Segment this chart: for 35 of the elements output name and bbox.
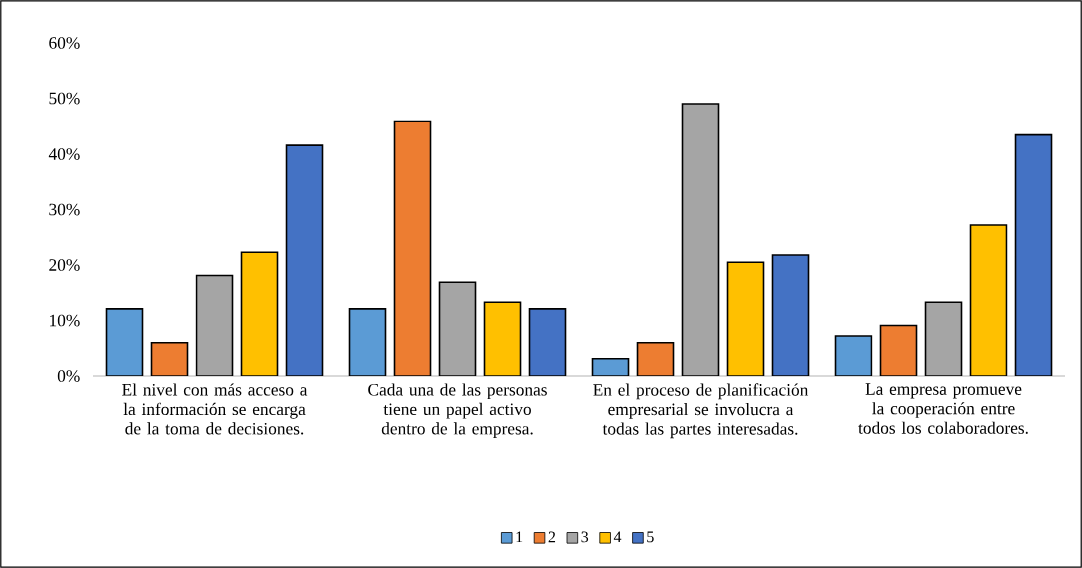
- bar: [195, 274, 234, 376]
- y-tick-label: 40%: [48, 148, 80, 160]
- legend-label: 1: [516, 531, 523, 543]
- bar: [438, 281, 477, 376]
- bar: [771, 254, 810, 376]
- y-tick-label: 0%: [57, 370, 80, 382]
- bar: [726, 261, 765, 376]
- bar: [681, 103, 720, 376]
- bar: [636, 341, 675, 376]
- legend-label: 5: [647, 531, 654, 543]
- y-tick-label: 20%: [49, 259, 80, 271]
- legend-label: 3: [581, 531, 589, 543]
- bar: [483, 301, 522, 376]
- bar: [348, 308, 387, 376]
- bar: [285, 144, 324, 376]
- bar: [834, 335, 873, 376]
- y-tick-label: 10%: [50, 314, 80, 327]
- bar: [393, 120, 432, 376]
- legend-label: 4: [613, 531, 622, 543]
- bar: [879, 324, 918, 376]
- x-tick-label: En el proceso de planificación empresarial se involucra a todas las partes interesadas.: [593, 383, 809, 439]
- x-tick-label: La empresa promueve la cooperación entre todos los colaboradores.: [858, 383, 1028, 434]
- y-tick-label: 50%: [49, 92, 80, 105]
- bar: [105, 308, 144, 376]
- bar: [150, 341, 189, 376]
- bar: [924, 301, 963, 376]
- x-tick-label: Cada una de las personas tiene un papel activo dentro de la empresa.: [368, 383, 547, 439]
- bar: [240, 251, 279, 376]
- bar: [528, 308, 567, 376]
- bar: [969, 224, 1008, 376]
- bar: [1014, 133, 1053, 376]
- y-tick-label: 60%: [49, 37, 80, 49]
- legend-label: 2: [548, 531, 556, 543]
- x-tick-label: El nivel con más acceso a la información se encarga de la toma de decisiones.: [122, 383, 308, 435]
- y-tick-label: 30%: [49, 203, 80, 216]
